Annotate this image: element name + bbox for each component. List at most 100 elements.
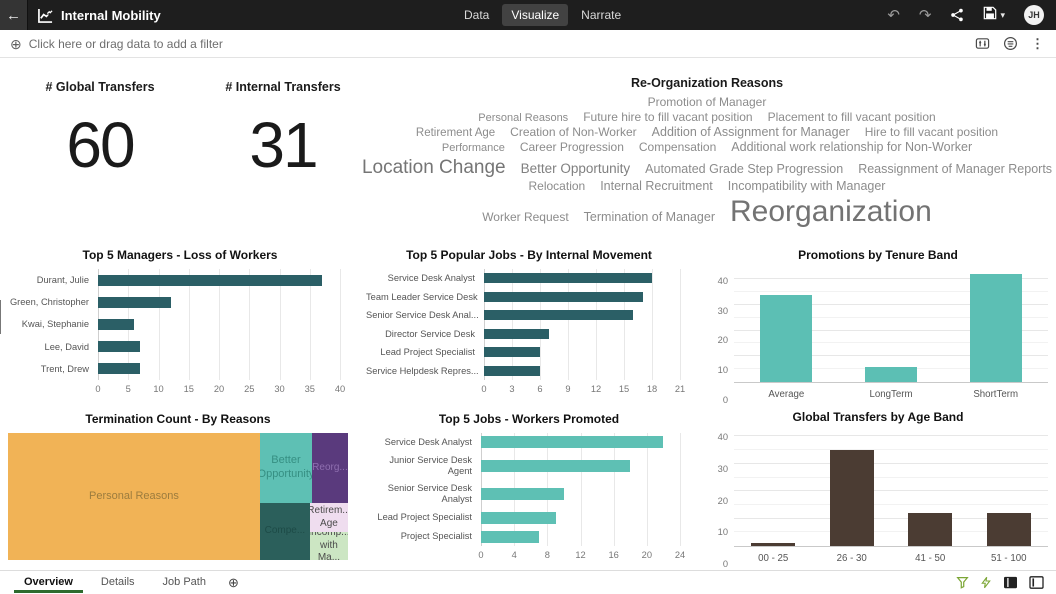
wordcloud-word[interactable]: Future hire to fill vacant position <box>583 109 753 124</box>
gridline <box>340 269 341 380</box>
category-label: Kwai, Stephanie <box>21 319 89 330</box>
back-button[interactable]: ← <box>0 0 28 30</box>
bar[interactable] <box>484 347 540 358</box>
bar[interactable] <box>986 513 1031 546</box>
bar-track <box>98 363 340 375</box>
bar[interactable] <box>98 274 322 286</box>
panel-layout-dark-icon[interactable] <box>1003 576 1018 589</box>
gridline <box>568 269 569 380</box>
save-button[interactable]: ▾ <box>983 6 1005 25</box>
bar[interactable] <box>98 341 141 353</box>
kpi-internal-transfers[interactable]: # Internal Transfers 31 <box>208 80 358 182</box>
wordcloud-word[interactable]: Additional work relationship for Non-Wor… <box>731 140 973 155</box>
canvas-tab-details[interactable]: Details <box>100 576 135 588</box>
bar[interactable] <box>98 296 171 308</box>
wordcloud-word[interactable]: Worker Request <box>482 210 569 225</box>
wordcloud-word[interactable]: Relocation <box>528 178 586 193</box>
axis-tick-label: 10 <box>153 384 164 394</box>
kpi-label: # Internal Transfers <box>225 80 341 94</box>
category-label: Lead Project Specialist <box>380 347 475 358</box>
panel-layout-light-icon[interactable] <box>1029 576 1044 589</box>
treemap-tile[interactable]: Incomp... with Ma... <box>309 532 348 560</box>
redo-icon[interactable]: ↷ <box>918 6 932 24</box>
bar[interactable] <box>484 273 652 284</box>
undo-icon[interactable]: ↶ <box>887 6 900 24</box>
treemap-tile[interactable]: Better Opportunity <box>259 433 312 504</box>
add-filter-button[interactable]: ⊕ Click here or drag data to add a filte… <box>10 37 223 51</box>
wordcloud-word[interactable]: Promotion of Manager <box>647 95 767 109</box>
treemap-tile[interactable]: Compe... <box>259 503 310 560</box>
tab-data[interactable]: Data <box>464 8 490 22</box>
wordcloud-word[interactable]: Automated Grade Step Progression <box>645 161 844 176</box>
wordcloud-word[interactable]: Incompatibility with Manager <box>727 178 886 193</box>
wordcloud-word[interactable]: Performance <box>441 142 505 155</box>
bar[interactable] <box>481 459 631 472</box>
bar[interactable] <box>481 488 564 501</box>
wordcloud-word[interactable]: Reassignment of Manager Reports <box>858 161 1053 176</box>
lightning-icon[interactable] <box>980 576 992 589</box>
share-icon[interactable] <box>950 8 964 22</box>
treemap-area: Personal Reasons Better Opportunity Reorg.… <box>8 433 348 560</box>
bar[interactable] <box>908 513 953 546</box>
wordcloud-word[interactable]: Retirement Age <box>415 127 496 140</box>
bar-slot <box>970 431 1049 546</box>
bar[interactable] <box>481 511 556 524</box>
bar[interactable] <box>865 366 917 382</box>
bar[interactable] <box>484 365 540 376</box>
save-icon <box>983 6 997 25</box>
wordcloud-word[interactable]: Hire to fill vacant position <box>864 125 999 140</box>
wordcloud-word[interactable]: Reorganization <box>730 195 932 229</box>
canvas-tab-overview[interactable]: Overview <box>12 572 85 593</box>
bar-track <box>484 365 680 376</box>
kpi-global-transfers[interactable]: # Global Transfers 60 <box>25 80 175 182</box>
bar-track <box>98 296 340 308</box>
treemap-tile[interactable]: Personal Reasons <box>8 433 260 560</box>
save-caret-icon: ▾ <box>1000 9 1005 20</box>
bar-row: Senior Service Desk Anal... <box>366 310 692 321</box>
wordcloud-word[interactable]: Compensation <box>638 140 717 155</box>
bar-slot <box>734 269 839 382</box>
wordcloud-word[interactable]: Career Progression <box>519 140 624 155</box>
bar[interactable] <box>481 436 664 449</box>
bar[interactable] <box>751 543 796 546</box>
tab-visualize[interactable]: Visualize <box>502 4 569 26</box>
pinned-filters-icon[interactable] <box>1003 36 1018 51</box>
bar-slot <box>813 431 892 546</box>
filter-controls-icon[interactable] <box>975 36 990 51</box>
treemap-tile[interactable]: Retirem... Age <box>309 503 348 533</box>
bar[interactable] <box>969 274 1022 382</box>
bar[interactable] <box>484 291 643 302</box>
plot <box>734 269 1048 383</box>
bar[interactable] <box>829 450 874 546</box>
bar-track <box>481 459 680 472</box>
axis-tick-label: 0 <box>722 395 728 405</box>
wordcloud-word[interactable]: Termination of Manager <box>583 210 715 225</box>
wordcloud-word[interactable]: Addition of Assignment for Manager <box>651 125 850 140</box>
wordcloud-word[interactable]: Location Change <box>361 156 506 178</box>
treemap-tile[interactable]: Reorg... <box>311 433 348 504</box>
canvas-tab-job-path[interactable]: Job Path <box>162 576 206 588</box>
add-canvas-icon[interactable]: ⊕ <box>227 574 239 590</box>
bar-slot <box>943 269 1048 382</box>
wordcloud-word[interactable]: Creation of Non-Worker <box>510 125 637 140</box>
bar[interactable] <box>484 310 634 321</box>
bar[interactable] <box>760 294 813 382</box>
avatar[interactable]: JH <box>1024 5 1044 25</box>
category-label: 00 - 25 <box>758 553 789 564</box>
filter-funnel-icon[interactable] <box>956 576 969 589</box>
wordcloud-word[interactable]: Better Opportunity <box>520 160 631 176</box>
wordcloud-word[interactable]: Internal Recruitment <box>600 178 713 193</box>
wordcloud-word[interactable]: Placement to fill vacant position <box>767 109 936 124</box>
tab-narrate[interactable]: Narrate <box>581 8 622 22</box>
chart-promotions-tenure-band: Promotions by Tenure Band 0 10 20 30 40 Avera… <box>708 248 1048 405</box>
wordcloud-word[interactable]: Personal Reasons <box>478 111 569 124</box>
bar[interactable] <box>481 530 540 543</box>
filter-menu-icon[interactable]: ⋮ <box>1031 35 1044 51</box>
bar[interactable] <box>98 363 141 375</box>
clipped-axis-title <box>0 300 1 334</box>
bar[interactable] <box>484 328 550 339</box>
bar[interactable] <box>98 318 135 330</box>
bar-track <box>484 328 680 339</box>
gridline <box>596 269 597 380</box>
axis-tick-label: 18 <box>646 384 658 394</box>
